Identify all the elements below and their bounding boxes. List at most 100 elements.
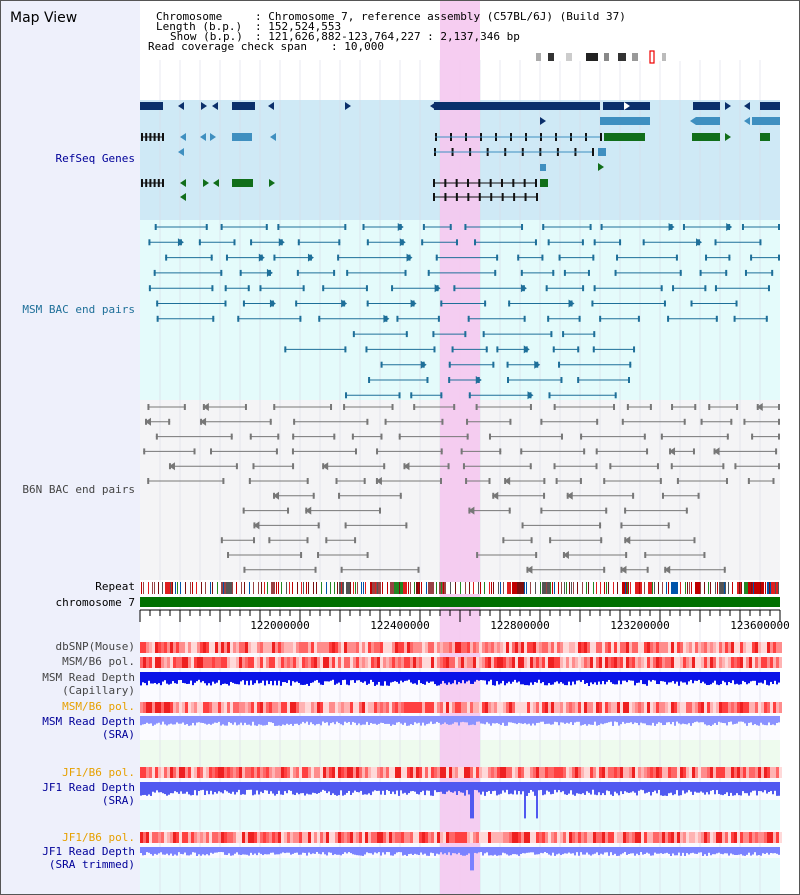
msm-b6-pol-strip-2: [740, 702, 743, 713]
jf1-depth-trimmed-bar: [234, 847, 236, 854]
track-label-msm-bac[interactable]: MSM BAC end pairs: [22, 303, 135, 316]
jf1-depth-bar: [390, 782, 392, 794]
msm-b6-pol-strip: [167, 657, 170, 668]
msm-b6-pol-strip: [329, 657, 332, 668]
msm-depth-sra-bar: [646, 716, 648, 726]
jf1-b6-pol-strip-2: [452, 832, 455, 843]
msm-b6-pol-strip: [728, 657, 731, 668]
track-label-jf1-pol[interactable]: JF1/B6 pol.: [62, 766, 135, 779]
jf1-b6-pol-strip: [503, 767, 506, 778]
repeat-element: [297, 582, 298, 594]
msm-depth-sra-bar: [720, 716, 722, 723]
msm-depth-sra-bar: [242, 716, 244, 726]
jf1-depth-trimmed-bar: [604, 847, 606, 853]
track-label-msm-b6-pol-2[interactable]: MSM/B6 pol.: [62, 700, 135, 713]
jf1-b6-pol-strip: [512, 767, 515, 778]
msm-b6-pol-strip-2: [200, 702, 203, 713]
track-label-jf1-depth-trimmed[interactable]: JF1 Read Depth: [42, 845, 135, 858]
msm-depth-sra-bar: [668, 716, 670, 723]
jf1-depth-bar: [476, 782, 478, 791]
jf1-b6-pol-strip-2: [485, 832, 488, 843]
track-label-jf1-pol-2[interactable]: JF1/B6 pol.: [62, 831, 135, 844]
msm-b6-pol-strip: [518, 657, 521, 668]
jf1-b6-pol-strip-2: [155, 832, 158, 843]
msm-depth-capillary-bar: [158, 672, 160, 684]
msm-bac-pair-end: [541, 254, 544, 261]
msm-depth-capillary-bar: [278, 672, 280, 681]
repeat-element: [460, 582, 461, 594]
msm-b6-pol-strip: [698, 657, 701, 668]
jf1-b6-pol-strip: [587, 767, 590, 778]
msm-depth-sra-bar: [466, 716, 468, 723]
dbsnp-strip: [197, 642, 200, 653]
dbsnp-strip: [476, 642, 479, 653]
msm-b6-pol-strip-2: [542, 702, 545, 713]
jf1-depth-trimmed-bar: [402, 847, 404, 856]
b6n-bac-pair-end: [380, 433, 383, 440]
msm-depth-capillary-bar: [338, 672, 340, 683]
msm-depth-sra-bar: [598, 716, 600, 726]
jf1-depth-trimmed-bar: [656, 847, 658, 854]
track-label-msm-b6-pol[interactable]: MSM/B6 pol.: [62, 655, 135, 668]
jf1-depth-bar: [328, 782, 330, 792]
msm-depth-sra-bar: [456, 716, 458, 723]
track-label-b6n-bac[interactable]: B6N BAC end pairs: [22, 483, 135, 496]
msm-b6-pol-strip: [269, 657, 272, 668]
msm-b6-pol-strip: [143, 657, 146, 668]
jf1-depth-trimmed-bar: [498, 847, 500, 856]
b6n-bac-pair-end: [230, 433, 233, 440]
jf1-b6-pol-strip: [464, 767, 467, 778]
dbsnp-strip: [509, 642, 512, 653]
dbsnp-strip: [206, 642, 209, 653]
msm-depth-sra-bar: [480, 716, 482, 724]
msm-depth-sra-bar: [692, 716, 694, 724]
jf1-depth-bar: [540, 782, 542, 790]
msm-depth-capillary-bar: [628, 672, 630, 681]
jf1-depth-bar: [420, 782, 422, 793]
jf1-b6-pol-strip: [566, 767, 569, 778]
jf1-b6-pol-strip-2: [167, 832, 170, 843]
b6n-bac-pair-end: [343, 404, 346, 410]
track-label-chromosome[interactable]: chromosome 7: [55, 596, 135, 609]
jf1-b6-pol-strip: [491, 767, 494, 778]
jf1-depth-bar: [756, 782, 758, 796]
msm-depth-sra-bar: [490, 716, 492, 726]
jf1-depth-bar: [720, 782, 722, 795]
dbsnp-strip: [161, 642, 164, 653]
jf1-depth-bar: [244, 782, 246, 795]
msm-depth-capillary-bar: [518, 672, 520, 682]
jf1-depth-trimmed-bar: [692, 847, 694, 853]
gene-exon-block: [696, 117, 720, 125]
track-label-refseq[interactable]: RefSeq Genes: [55, 152, 135, 165]
track-label-msm-depth-sra[interactable]: MSM Read Depth: [42, 715, 135, 728]
jf1-b6-pol-strip-2: [464, 832, 467, 843]
b6n-bac-pair-end: [253, 537, 256, 544]
jf1-depth-bar: [760, 782, 762, 792]
msm-depth-capillary-bar: [142, 672, 144, 683]
track-label-msm-depth-capillary[interactable]: MSM Read Depth: [42, 671, 135, 684]
msm-bac-pair-end: [318, 315, 321, 322]
b6n-bac-pair-end: [600, 537, 603, 544]
msm-b6-pol-strip-2: [422, 702, 425, 713]
repeat-element: [493, 582, 494, 594]
jf1-depth-bar: [436, 782, 438, 793]
jf1-b6-pol-strip: [569, 767, 572, 778]
track-label-jf1-depth[interactable]: JF1 Read Depth: [42, 781, 135, 794]
dbsnp-strip: [686, 642, 689, 653]
msm-bac-pair-end: [485, 346, 488, 353]
jf1-depth-bar: [190, 782, 192, 796]
msm-b6-pol-strip: [617, 657, 620, 668]
jf1-b6-pol-strip-2: [698, 832, 701, 843]
msm-b6-pol-strip-2: [701, 702, 704, 713]
track-label-repeat[interactable]: Repeat: [95, 580, 135, 593]
jf1-depth-bar: [378, 782, 380, 791]
jf1-depth-bar: [234, 782, 236, 795]
length-value: : 152,524,553: [255, 20, 342, 33]
jf1-b6-pol-strip: [488, 767, 491, 778]
track-label-dbsnp[interactable]: dbSNP(Mouse): [55, 640, 135, 653]
jf1-b6-pol-strip-2: [737, 832, 740, 843]
repeat-element: [691, 582, 692, 594]
msm-depth-sra-bar: [590, 716, 592, 725]
msm-b6-pol-strip: [449, 657, 452, 668]
